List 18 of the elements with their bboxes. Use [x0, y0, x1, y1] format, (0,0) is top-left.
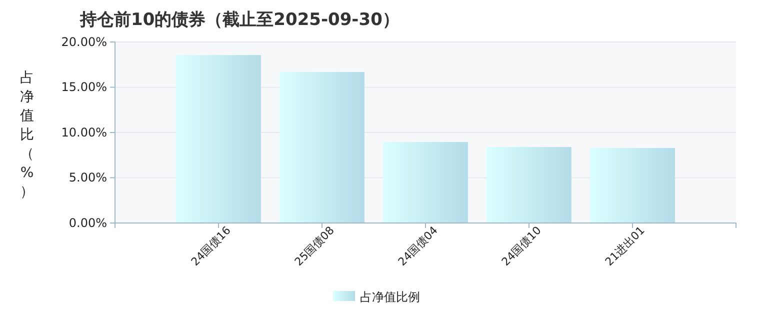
bar	[176, 55, 261, 223]
y-tick-label: 10.00%	[61, 125, 107, 140]
y-tick-label: 0.00%	[68, 216, 107, 230]
bar	[486, 146, 572, 223]
y-axis-title: 占净值比（%）	[20, 70, 34, 200]
bar	[383, 142, 468, 223]
chart-title: 持仓前10的债券（截止至2025-09-30）	[79, 10, 400, 30]
y-tick-label: 15.00%	[61, 80, 107, 94]
x-tick-label: 24国债16	[188, 224, 234, 268]
x-tick-label: 24国债10	[499, 224, 544, 268]
legend-label: 占净值比例	[360, 290, 420, 304]
y-tick-label: 5.00%	[68, 170, 107, 185]
bar	[590, 148, 675, 223]
x-tick-label: 25国债08	[292, 224, 337, 268]
y-tick-label: 20.00%	[61, 34, 107, 49]
bar	[280, 72, 364, 223]
x-tick-label: 24国债04	[396, 224, 440, 268]
x-tick-label: 21进出01	[602, 224, 648, 268]
